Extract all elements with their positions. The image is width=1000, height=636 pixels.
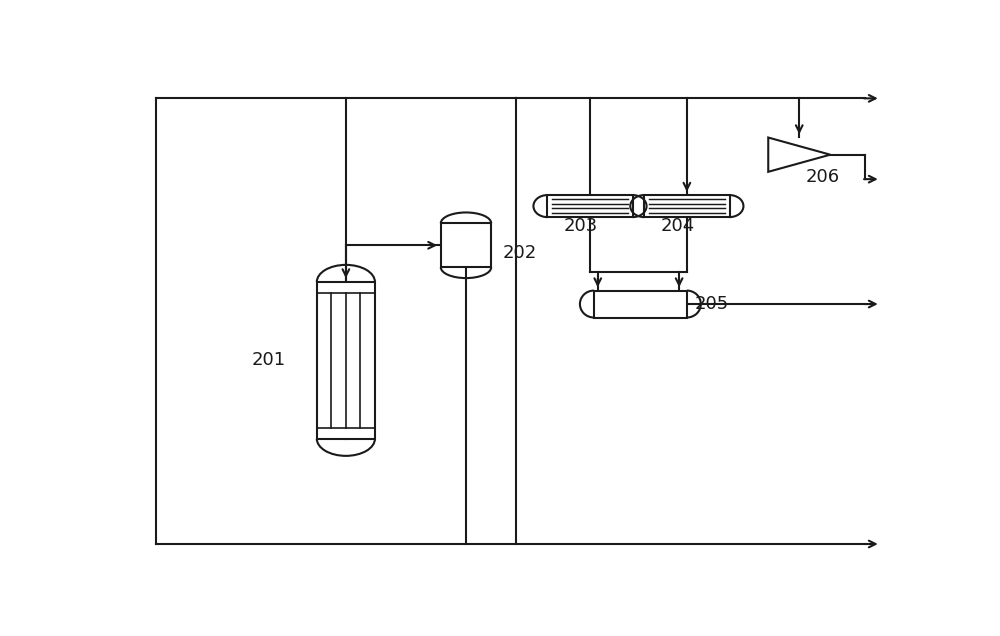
Bar [441, 223, 491, 267]
Text: 203: 203 [564, 217, 598, 235]
Text: 202: 202 [502, 244, 537, 261]
Bar [317, 282, 375, 439]
Bar [644, 195, 730, 217]
Text: 204: 204 [660, 217, 695, 235]
Text: 201: 201 [251, 351, 285, 370]
Text: 205: 205 [695, 295, 729, 313]
Text: 206: 206 [805, 168, 840, 186]
Bar [594, 291, 687, 317]
Bar [547, 195, 633, 217]
